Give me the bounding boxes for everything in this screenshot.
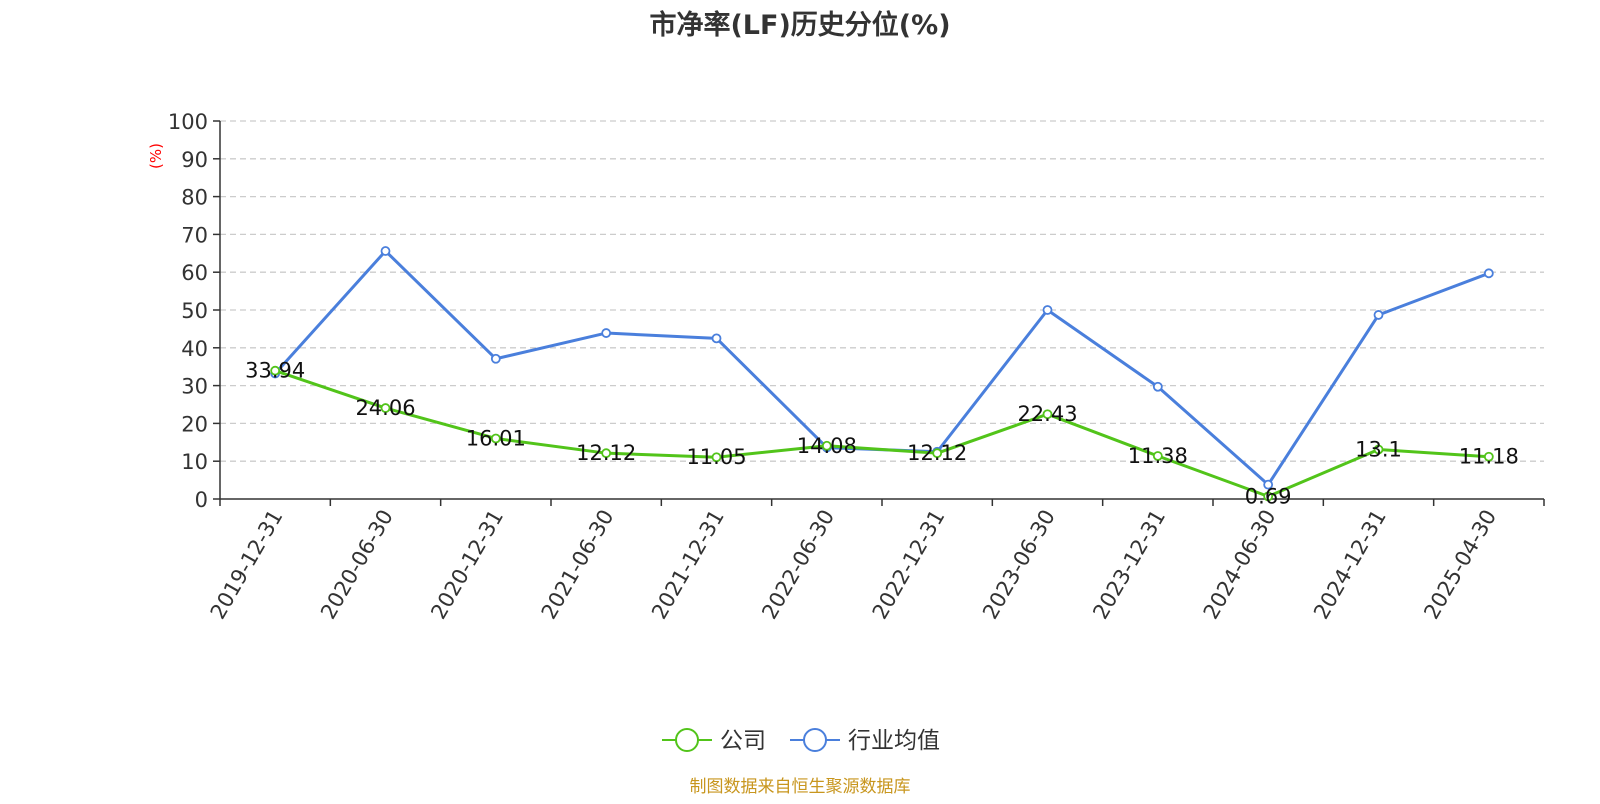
x-tick-label: 2023-12-31	[1088, 506, 1170, 624]
y-tick-label: 60	[181, 261, 208, 285]
legend[interactable]: 公司 行业均值	[662, 728, 940, 754]
chart-title: 市净率(LF)历史分位(%)	[649, 9, 950, 41]
y-tick-label: 40	[181, 337, 208, 361]
source-note: 制图数据来自恒生聚源数据库	[690, 777, 911, 797]
x-tick-label: 2024-06-30	[1199, 506, 1281, 624]
data-label: 14.08	[797, 434, 857, 458]
y-tick-label: 100	[168, 110, 208, 134]
data-point[interactable]	[380, 246, 391, 256]
x-tick-label: 2021-12-31	[647, 506, 729, 624]
series-line-0	[274, 369, 1489, 498]
y-axis-label: (%)	[147, 143, 165, 169]
x-tick-label: 2021-06-30	[537, 506, 619, 624]
data-point[interactable]	[1483, 451, 1494, 462]
data-label: 33.94	[245, 359, 305, 383]
data-label: 11.05	[686, 445, 746, 469]
legend-marker-0	[675, 728, 699, 752]
data-labels: 33.94 24.06 16.01 12.12 11.05 14.08 12.12 22.43…	[245, 359, 1519, 509]
data-label: 12.12	[907, 441, 967, 465]
data-label: 24.06	[355, 396, 415, 420]
data-point[interactable]	[1042, 409, 1053, 420]
y-tick-label: 70	[181, 223, 208, 247]
y-tick-label: 80	[181, 186, 208, 210]
data-point[interactable]	[601, 328, 612, 338]
data-point[interactable]	[490, 353, 501, 364]
data-point[interactable]	[1483, 268, 1494, 279]
data-label: 16.01	[466, 426, 526, 450]
data-label: 0.69	[1245, 484, 1292, 508]
data-point[interactable]	[1042, 305, 1053, 315]
data-label: 12.12	[576, 441, 636, 465]
data-label: 11.38	[1128, 444, 1188, 468]
x-tick-label: 2019-12-31	[206, 506, 288, 624]
x-tick-label: 2022-06-30	[757, 506, 839, 624]
data-label: 22.43	[1017, 402, 1077, 426]
x-tick-label: 2020-06-30	[316, 506, 398, 624]
data-point[interactable]	[711, 333, 722, 344]
data-point[interactable]	[932, 448, 943, 459]
y-tick-label: 10	[181, 450, 208, 474]
grid-lines	[220, 120, 1544, 462]
legend-label-0[interactable]: 公司	[720, 728, 766, 754]
data-point[interactable]	[711, 452, 722, 463]
y-tick-label: 30	[181, 375, 208, 399]
data-point[interactable]	[1152, 451, 1163, 461]
y-tick-label: 90	[181, 148, 208, 172]
legend-label-1[interactable]: 行业均值	[848, 728, 940, 754]
x-tick-label: 2025-04-30	[1419, 506, 1501, 624]
data-point[interactable]	[270, 365, 281, 376]
data-point[interactable]	[380, 403, 391, 413]
y-tick-label: 50	[181, 299, 208, 323]
data-point[interactable]	[1373, 444, 1384, 455]
series-lines	[270, 246, 1494, 502]
x-tick-label: 2020-12-31	[426, 506, 508, 624]
data-point[interactable]	[821, 440, 832, 451]
x-tick-label: 2022-12-31	[868, 506, 950, 624]
data-point[interactable]	[1373, 310, 1384, 320]
x-tick-label: 2024-12-31	[1309, 506, 1391, 624]
y-tick-label: 20	[181, 412, 208, 436]
x-tick-label: 2023-06-30	[978, 506, 1060, 624]
data-label: 11.18	[1459, 445, 1519, 469]
data-point[interactable]	[1152, 381, 1163, 392]
y-tick-label: 0	[195, 488, 208, 512]
data-point[interactable]	[601, 448, 612, 459]
legend-marker-1	[803, 728, 827, 752]
data-point[interactable]	[490, 433, 501, 444]
data-point[interactable]	[1263, 491, 1274, 502]
data-label: 13.1	[1355, 437, 1402, 461]
data-point[interactable]	[1263, 479, 1274, 490]
axes: 0 10 20 30 40 50 60 70 80 90 100 2019-12-31 2020-06-…	[168, 110, 1545, 624]
